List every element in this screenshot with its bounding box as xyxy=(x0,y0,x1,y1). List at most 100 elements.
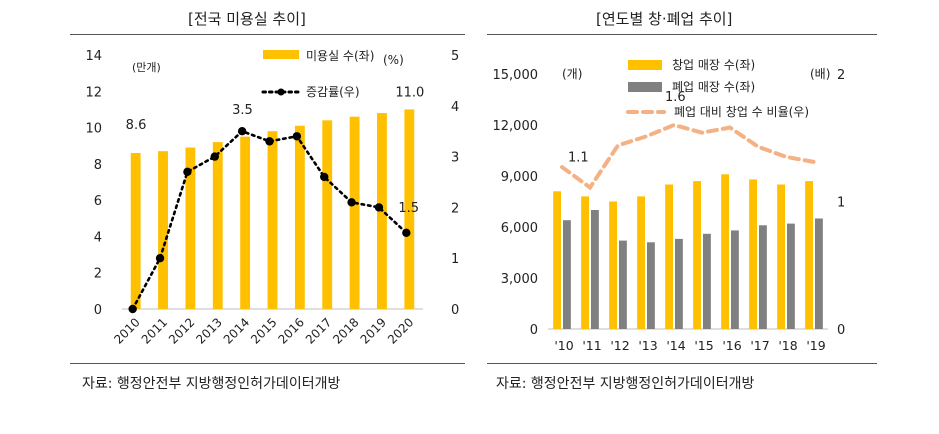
x-tick-label: '10 xyxy=(554,338,573,353)
bar-mirong-count xyxy=(404,109,415,309)
source-rule xyxy=(70,363,465,364)
right-chart-panel: [연도별 창·폐업 추이] 0 3,000 6,000 9,000 12,000 15,0… xyxy=(480,0,939,434)
bar-close-count xyxy=(759,225,767,329)
left-y-tick-label: 0 xyxy=(94,303,102,318)
left-chart: 02468101214012345(만개)(%)2010201120122013… xyxy=(85,49,459,347)
bar-close-count xyxy=(591,210,599,329)
x-tick-label: 2019 xyxy=(358,315,389,346)
left-chart-panel: [전국 미용실 추이] 0 2 4 6 8 10 12 14 0 1 2 3 4 5 (만개) (%) 2010… xyxy=(70,10,465,392)
x-tick-label: '12 xyxy=(610,338,629,353)
source-note: 자료: 행정안전부 지방행정인허가데이터개방 xyxy=(496,376,755,392)
left-y-tick-label: 12 xyxy=(85,85,102,100)
right-y-unit-label: (배) xyxy=(810,67,830,81)
left-y-tick-label: 9,000 xyxy=(501,170,538,185)
x-tick-label: '13 xyxy=(638,338,657,353)
left-y-tick-label: 15,000 xyxy=(493,68,539,83)
bar-mirong-count xyxy=(322,120,333,309)
bar-open-count xyxy=(637,196,645,329)
source-note: 자료: 행정안전부 지방행정인허가데이터개방 xyxy=(82,376,341,392)
line-open-close-ratio xyxy=(560,122,816,191)
bar-mirong-count xyxy=(294,125,305,309)
legend-swatch-close xyxy=(628,82,662,92)
left-y-unit-label: (개) xyxy=(562,67,582,81)
bar-open-count xyxy=(693,181,701,329)
growth-rate-point xyxy=(183,167,192,177)
growth-rate-point xyxy=(320,172,329,182)
left-y-tick-label: 12,000 xyxy=(493,119,539,134)
data-label: 11.0 xyxy=(395,85,424,100)
bar-open-count xyxy=(609,201,617,329)
bar-open-count xyxy=(777,184,785,329)
bar-close-count xyxy=(647,242,655,329)
bar-close-count xyxy=(815,218,823,329)
legend-label-close: 폐업 매장 수(좌) xyxy=(672,80,755,94)
x-tick-label: 2018 xyxy=(330,315,361,346)
data-label: 1.6 xyxy=(665,90,686,105)
bar-mirong-count xyxy=(212,142,223,309)
right-y-tick-label: 4 xyxy=(451,100,459,115)
x-tick-label: 2015 xyxy=(248,315,279,346)
right-chart: 0 3,000 6,000 9,000 12,000 15,000 0 1 2 (개) (배) '10… xyxy=(493,58,846,353)
legend-label-bar: 미용실 수(좌) xyxy=(306,49,374,63)
x-tick-label: '19 xyxy=(806,338,825,353)
growth-rate-point xyxy=(128,304,137,314)
growth-rate-point xyxy=(237,127,247,136)
legend-label-line: 증감률(우) xyxy=(306,85,360,99)
right-y-tick-label: 2 xyxy=(451,201,459,216)
chart-title: [연도별 창·폐업 추이] xyxy=(596,10,733,28)
left-y-tick-label: 4 xyxy=(94,230,102,245)
right-y-tick-label: 1 xyxy=(451,252,459,267)
x-tick-label: 2010 xyxy=(111,315,142,346)
bar-mirong-count xyxy=(185,147,196,309)
right-y-unit-label: (%) xyxy=(383,53,404,67)
right-y-tick-label: 0 xyxy=(837,323,845,338)
right-y-tick-label: 5 xyxy=(451,49,459,64)
x-tick-label: 2014 xyxy=(221,315,252,346)
x-tick-label: 2013 xyxy=(193,315,224,346)
x-tick-label: '14 xyxy=(666,338,685,353)
bar-mirong-count xyxy=(240,136,251,309)
left-y-tick-label: 14 xyxy=(85,49,102,64)
x-tick-label: '17 xyxy=(750,338,769,353)
growth-rate-point xyxy=(292,132,302,141)
growth-rate-point xyxy=(402,228,411,237)
growth-rate-point xyxy=(210,152,219,161)
data-label: 3.5 xyxy=(232,103,253,118)
left-y-tick-label: 2 xyxy=(94,267,102,282)
legend-label-ratio: 폐업 대비 창업 수 비율(우) xyxy=(674,105,809,119)
left-y-tick-label: 3,000 xyxy=(501,272,538,287)
bar-open-count xyxy=(721,174,729,329)
x-tick-label: 2020 xyxy=(385,315,416,346)
bar-close-count xyxy=(731,230,739,329)
chart-title: [전국 미용실 추이] xyxy=(188,10,306,28)
left-y-tick-label: 6,000 xyxy=(501,221,538,236)
bar-close-count xyxy=(563,220,571,329)
x-tick-label: 2011 xyxy=(139,315,170,346)
data-label: 1.1 xyxy=(568,150,589,165)
right-y-tick-label: 1 xyxy=(837,196,845,211)
x-tick-label: '11 xyxy=(582,338,601,353)
x-tick-label: '16 xyxy=(722,338,741,353)
left-y-tick-label: 10 xyxy=(85,122,102,137)
left-y-tick-label: 0 xyxy=(530,323,538,338)
right-y-tick-label: 3 xyxy=(451,151,459,166)
growth-rate-point xyxy=(265,137,274,146)
right-y-tick-label: 2 xyxy=(837,68,845,83)
bar-mirong-count xyxy=(158,151,168,309)
legend-swatch-open xyxy=(628,60,662,70)
title-rule xyxy=(70,34,465,35)
legend-swatch-bar xyxy=(263,50,299,59)
growth-rate-point xyxy=(347,198,356,207)
data-label: 1.5 xyxy=(398,201,419,216)
title-rule xyxy=(487,34,877,35)
left-y-tick-label: 6 xyxy=(94,194,102,209)
x-tick-label: '15 xyxy=(694,338,713,353)
bar-open-count xyxy=(749,179,757,329)
left-y-tick-label: 8 xyxy=(94,158,102,173)
legend-swatch-point xyxy=(277,88,285,96)
growth-rate-point xyxy=(155,254,165,263)
bar-close-count xyxy=(675,238,683,329)
bar-mirong-count xyxy=(267,131,278,309)
bar-open-count xyxy=(805,181,813,329)
bar-close-count xyxy=(787,223,795,329)
